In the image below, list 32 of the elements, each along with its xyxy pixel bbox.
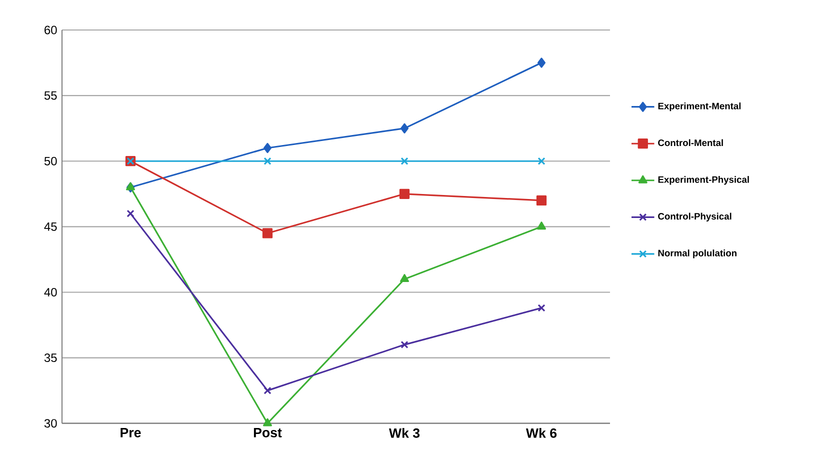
y-tick-label: 50 <box>44 156 57 166</box>
y-tick-label: 30 <box>44 419 57 428</box>
point <box>126 210 134 218</box>
legend-label: Experiment-Physical <box>658 176 749 185</box>
point <box>400 340 408 348</box>
y-tick-label: 60 <box>44 26 57 34</box>
point <box>264 157 272 165</box>
point <box>536 195 547 206</box>
point <box>400 274 409 282</box>
y-tick-label: 40 <box>44 288 57 296</box>
x-tick-label: Wk 3 <box>388 428 420 438</box>
legend-label: Normal polulation <box>658 250 736 258</box>
point <box>263 418 272 426</box>
legend-label: Control-Mental <box>658 139 723 146</box>
y-tick-label: 35 <box>44 354 57 362</box>
point <box>538 58 546 68</box>
point <box>538 304 546 312</box>
y-tick-label: 55 <box>44 91 57 100</box>
point <box>399 188 410 199</box>
point <box>262 228 273 238</box>
point <box>400 157 408 165</box>
x-tick-label: Wk 6 <box>526 428 557 438</box>
point <box>538 157 546 165</box>
point <box>400 123 409 134</box>
point <box>537 222 546 230</box>
point <box>264 142 272 154</box>
legend-label: Control-Physical <box>658 212 732 222</box>
x-tick-label: Post <box>254 428 282 438</box>
x-tick-label: Pre <box>120 428 141 438</box>
point <box>264 386 272 394</box>
y-tick-label: 45 <box>44 222 57 231</box>
legend-label: Experiment-Mental <box>658 102 741 112</box>
